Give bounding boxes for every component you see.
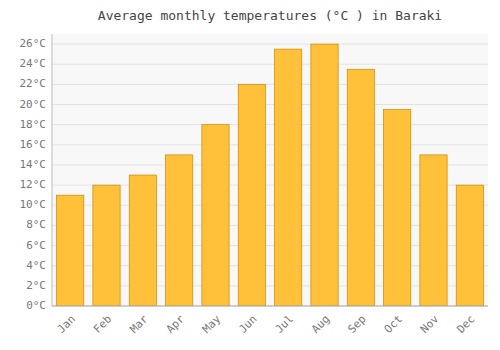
bar [93, 185, 120, 306]
bars [57, 44, 484, 306]
x-tick-label: Feb [91, 313, 114, 336]
y-tick-label: 4°C [26, 259, 46, 272]
y-tick-label: 16°C [20, 138, 47, 151]
y-tick-label: 6°C [26, 239, 46, 252]
x-tick-label: Sep [345, 313, 368, 336]
grid-line [52, 144, 488, 145]
bar [456, 185, 483, 306]
x-tick-label: Dec [454, 313, 477, 336]
y-tick-label: 20°C [20, 98, 47, 111]
grid-line [52, 64, 488, 65]
x-tick-label: May [200, 312, 224, 336]
chart-container: 0°C 2°C 4°C 6°C 8°C 10°C 12°C 14°C 16°C 18°C 20°C 2… [0, 0, 500, 350]
y-axis-line [52, 34, 53, 306]
grid-line [52, 44, 488, 45]
y-tick-label: 26°C [20, 37, 47, 50]
y-tick-label: 24°C [20, 57, 47, 70]
x-tick-label: Apr [164, 312, 188, 336]
bar [384, 110, 411, 306]
plot-background [52, 34, 488, 306]
bar [129, 175, 156, 306]
title: Average monthly temperatures (°C ) in Ba… [98, 8, 442, 23]
x-axis-line [52, 306, 488, 307]
grid-line [52, 306, 488, 307]
bar [420, 155, 447, 306]
x-tick-label: Aug [309, 313, 332, 336]
bar [347, 69, 374, 306]
y-tick-label: 12°C [20, 178, 47, 191]
y-tick-label: 22°C [20, 77, 47, 90]
y-tick-label: 10°C [20, 198, 47, 211]
grid-line [52, 124, 488, 125]
x-tick-label: Mar [127, 312, 151, 336]
y-ticks: 0°C 2°C 4°C 6°C 8°C 10°C 12°C 14°C 16°C 18°C 20°C 2… [20, 37, 47, 312]
grid-line [52, 104, 488, 105]
bar [238, 84, 265, 306]
x-tick-label: Oct [382, 313, 405, 336]
x-tick-label: Jan [55, 313, 78, 336]
x-tick-label: Jun [236, 313, 259, 336]
bar [202, 125, 229, 306]
chart: 0°C 2°C 4°C 6°C 8°C 10°C 12°C 14°C 16°C 18°C 20°C 2… [0, 0, 500, 350]
bar [166, 155, 193, 306]
x-tick-label: Jul [273, 313, 296, 336]
bar [311, 44, 338, 306]
y-tick-label: 0°C [26, 299, 46, 312]
bar [57, 195, 84, 306]
x-tick-label: Nov [418, 312, 442, 336]
grid [52, 44, 488, 306]
grid-line [52, 84, 488, 85]
bar [275, 49, 302, 306]
y-tick-label: 8°C [26, 218, 46, 231]
x-ticks: Jan Feb Mar Apr May Jun Jul Aug Sep Oct Nov Dec [55, 312, 478, 336]
y-tick-label: 2°C [26, 279, 46, 292]
y-tick-label: 14°C [20, 158, 47, 171]
y-tick-label: 18°C [20, 118, 47, 131]
